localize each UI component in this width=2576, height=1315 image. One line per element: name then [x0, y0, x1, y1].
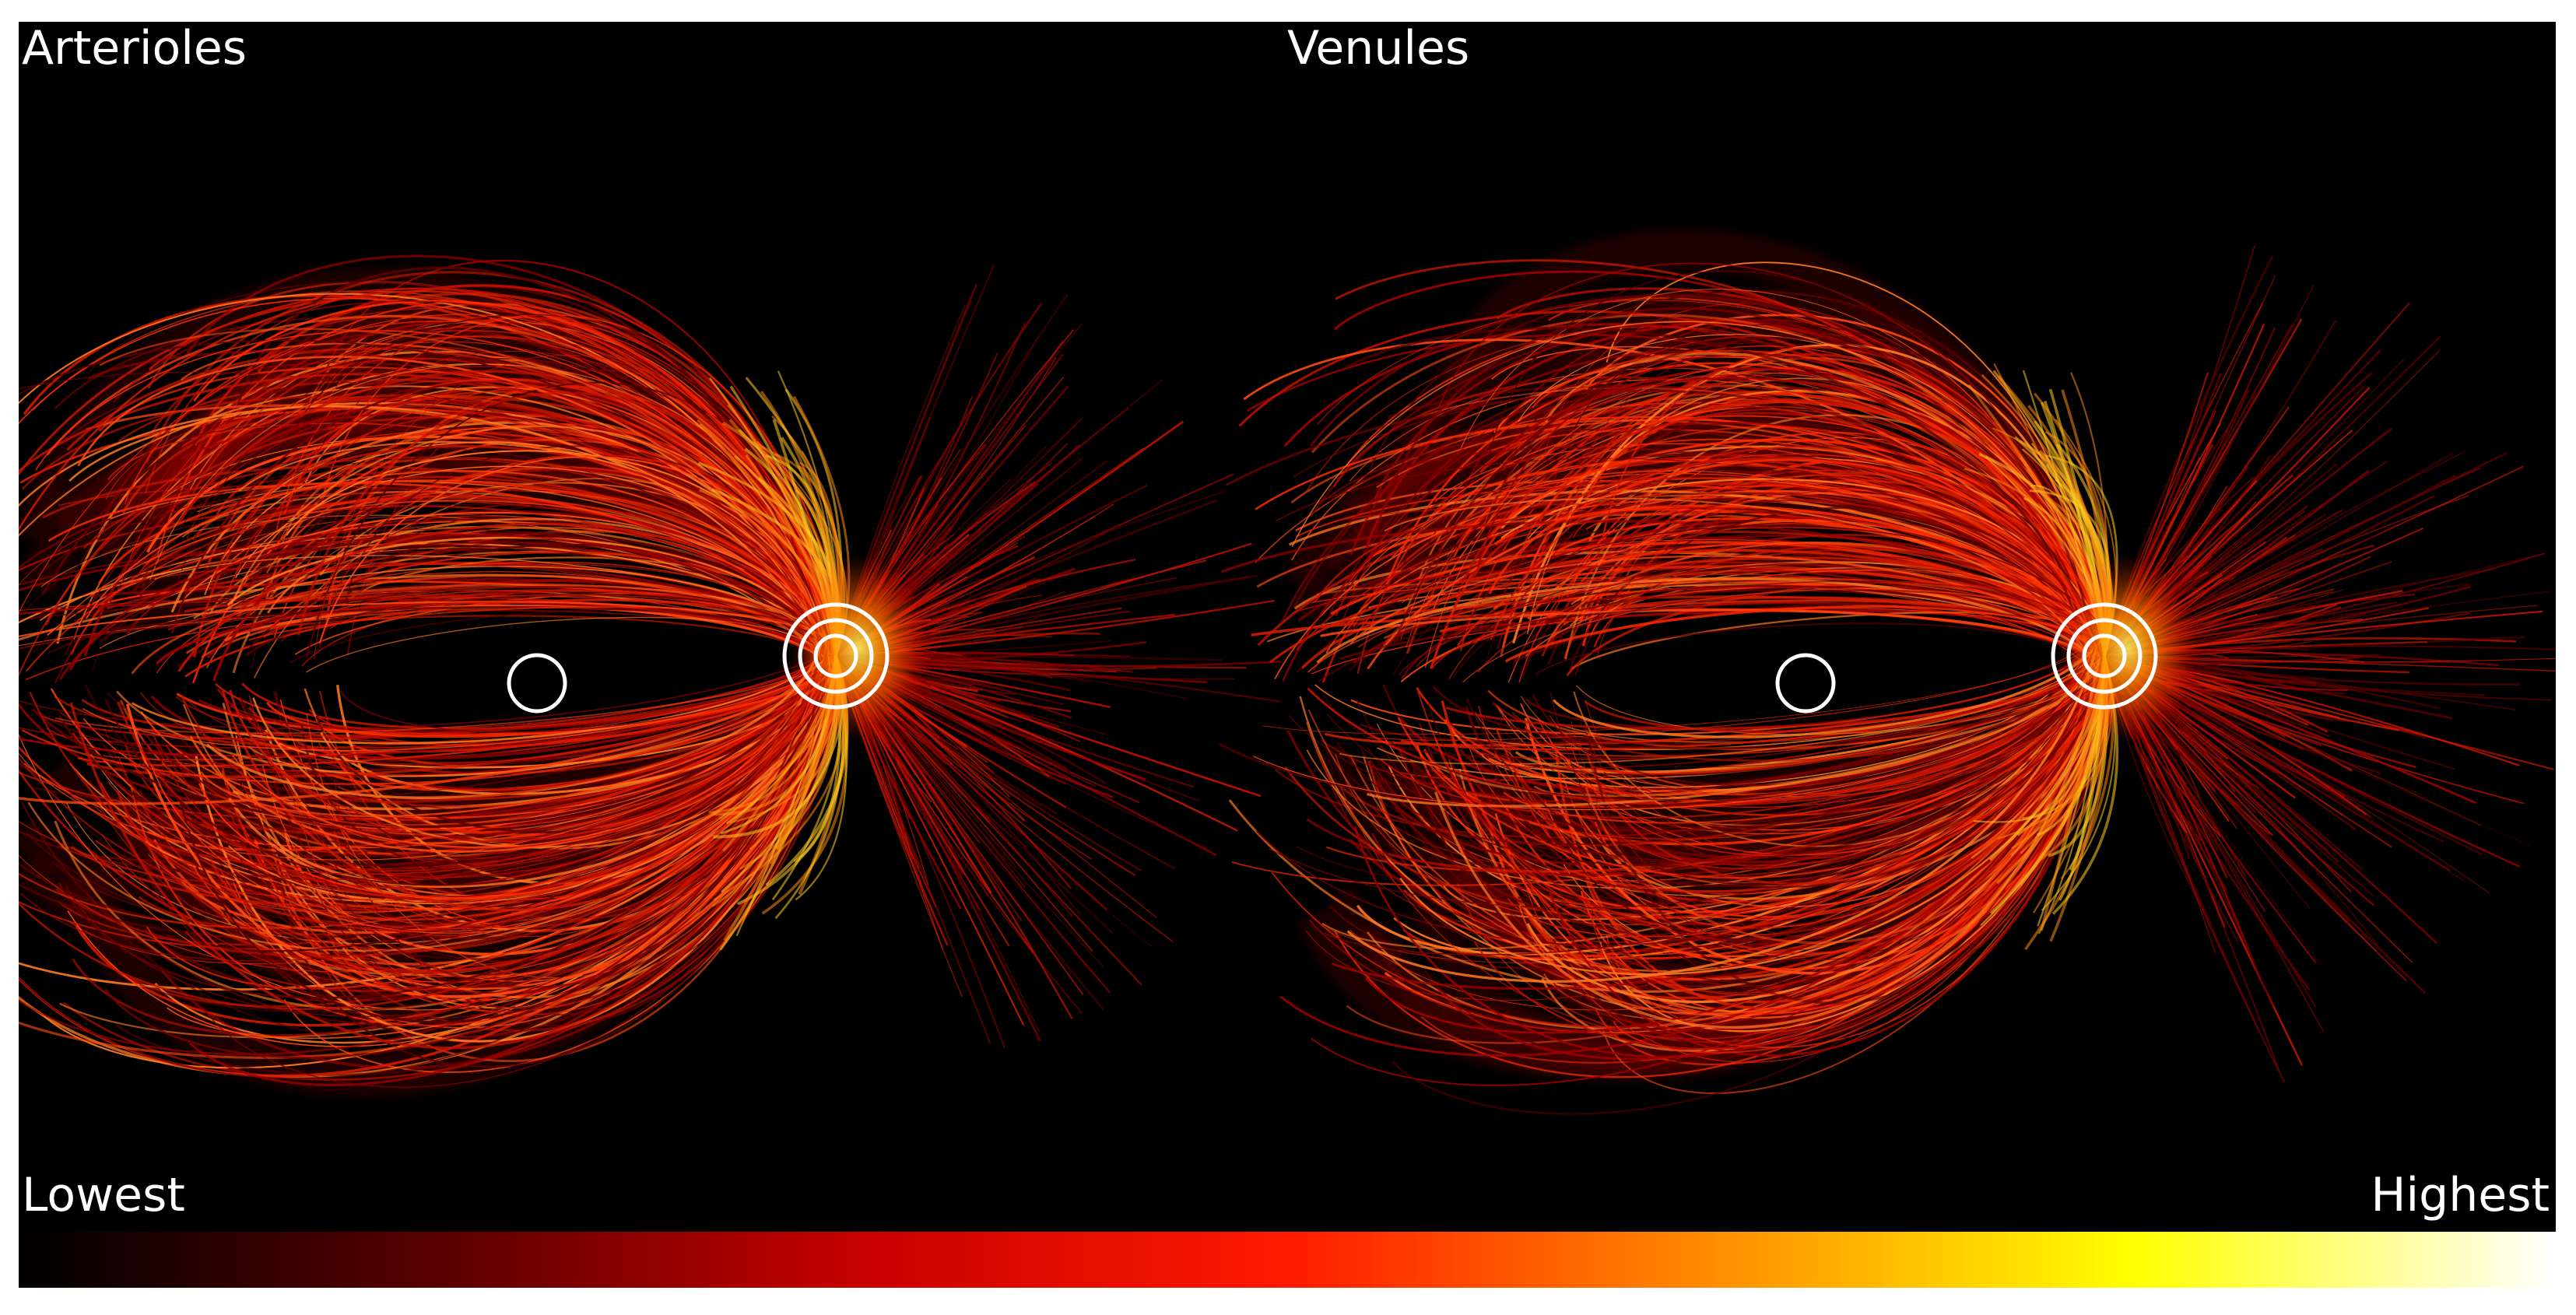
optic-disc-marker-icon — [782, 602, 890, 710]
colorbar-low-label: Lowest — [22, 1168, 185, 1222]
arterioles-title: Arterioles — [22, 22, 247, 75]
optic-disc-marker-icon — [2066, 618, 2143, 694]
fovea-marker-icon — [507, 653, 567, 714]
venules-title: Venules — [1287, 22, 1470, 75]
optic-disc-marker-icon — [2051, 602, 2158, 710]
vessel-density-map: Arterioles Venules Lowest Highest — [19, 22, 2556, 1232]
colorbar-high-label: Highest — [2371, 1168, 2550, 1222]
disc-hotspots — [789, 555, 2198, 742]
vessel-traces — [19, 245, 2556, 1115]
optic-disc-marker-icon — [798, 618, 874, 694]
optic-disc-marker-icon — [813, 633, 858, 679]
colorbar — [19, 1232, 2556, 1288]
markers — [507, 602, 2158, 714]
figure: Arterioles Venules Lowest Highest — [19, 22, 2556, 1290]
optic-disc-marker-icon — [2082, 633, 2127, 679]
fovea-marker-icon — [1775, 653, 1836, 714]
vessel-density-svg — [19, 229, 2556, 1115]
